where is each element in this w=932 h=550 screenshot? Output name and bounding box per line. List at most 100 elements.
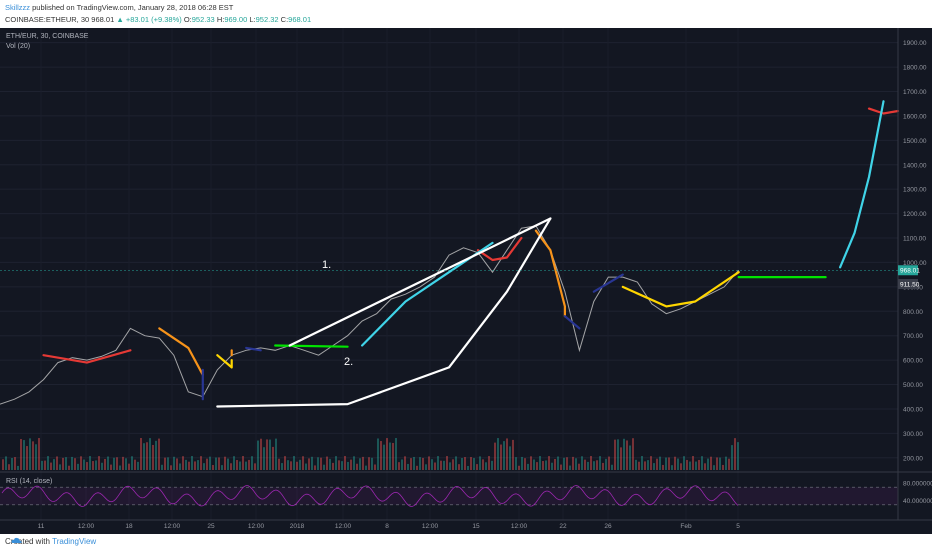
time-tick-label: 18: [125, 523, 133, 530]
volume-bar: [614, 439, 616, 470]
volume-bar: [134, 459, 136, 470]
price-tick-label: 1000.00: [903, 260, 927, 267]
volume-bar: [623, 438, 625, 470]
last-price-label-bg: [898, 265, 918, 276]
low-value: 952.32: [255, 15, 279, 24]
volume-bar: [251, 456, 253, 470]
price-tick-label: 1400.00: [903, 162, 927, 169]
volume-bar: [83, 459, 85, 470]
volume-bar: [491, 460, 493, 470]
volume-bar: [665, 457, 667, 470]
volume-bar: [536, 462, 538, 470]
tradingview-cloud-icon: [11, 537, 22, 543]
volume-bar: [71, 456, 73, 470]
volume-bar: [155, 440, 157, 470]
drawing-yellow: [216, 354, 233, 369]
volume-bar: [317, 457, 319, 470]
symbol-label: COINBASE:ETHEUR, 30: [5, 15, 90, 24]
volume-bar: [410, 458, 412, 470]
volume-bar: [506, 438, 508, 470]
volume-bar: [482, 459, 484, 470]
volume-bar: [107, 456, 109, 470]
volume-bar: [233, 456, 235, 470]
volume-bar: [527, 463, 529, 470]
volume-bar: [191, 456, 193, 470]
volume-bar: [272, 446, 274, 470]
volume-bar: [683, 456, 685, 470]
volume-bar: [422, 457, 424, 470]
created-with: Created with TradingView: [5, 537, 96, 546]
volume-bar: [80, 456, 82, 470]
price-axis[interactable]: 200.00 300.00 400.00 500.00 600.00 700.00 800.…: [0, 28, 927, 520]
volume-bar: [41, 460, 43, 470]
volume-bar: [656, 458, 658, 470]
volume-bar: [35, 444, 37, 470]
published-text: published on TradingView.com, January 28…: [32, 3, 234, 12]
volume-bar: [284, 456, 286, 470]
volume-bar: [293, 456, 295, 470]
volume-bar: [53, 459, 55, 470]
volume-bar: [698, 459, 700, 470]
volume-bar: [335, 456, 337, 470]
price-tick-label: 1800.00: [903, 65, 927, 72]
price-chart-svg[interactable]: 80.000000 40.000000 200.00 300.00 400.00 500…: [0, 28, 932, 534]
volume-bar: [563, 457, 565, 470]
volume-bar: [578, 463, 580, 470]
volume-bar: [680, 463, 682, 470]
volume-bar: [413, 456, 415, 470]
volume-bar: [29, 438, 31, 470]
author-link[interactable]: Skillzzz: [5, 3, 31, 12]
volume-bar: [446, 456, 448, 470]
volume-bar: [221, 465, 223, 470]
volume-bar: [722, 464, 724, 470]
volume-bar: [716, 457, 718, 470]
chart-title: ETH/EUR, 30, COINBASE: [6, 33, 89, 40]
chart-panel[interactable]: 80.000000 40.000000 200.00 300.00 400.00 500…: [0, 28, 932, 534]
volume-bar: [704, 463, 706, 470]
volume-bar: [74, 458, 76, 470]
volume-bar: [98, 456, 100, 470]
tradingview-brand[interactable]: TradingView: [52, 537, 97, 546]
volume-bar: [713, 465, 715, 470]
volume-bar: [200, 456, 202, 470]
volume-bar: [32, 441, 34, 470]
volume-bar: [305, 463, 307, 470]
price-tick-label: 200.00: [903, 455, 923, 462]
drawing-orange: [158, 327, 204, 376]
volume-bar: [617, 439, 619, 470]
drawing-white: [216, 217, 552, 408]
volume-bar: [383, 444, 385, 470]
volume-bar: [275, 438, 277, 470]
volume-bar: [632, 438, 634, 470]
drawings-group: [42, 100, 900, 408]
volume-bar: [518, 465, 520, 470]
volume-bar: [659, 456, 661, 470]
volume-bar: [170, 465, 172, 470]
volume-bar: [263, 447, 265, 470]
volume-bar: [707, 458, 709, 470]
volume-bar: [647, 460, 649, 470]
volume-bar: [644, 461, 646, 470]
volume-bar: [257, 440, 259, 470]
volume-bar: [254, 463, 256, 470]
volume-bar: [167, 457, 169, 470]
volume-bar: [62, 457, 64, 470]
volume-bar: [677, 458, 679, 470]
volume-bar: [404, 456, 406, 470]
volume-bar: [560, 464, 562, 470]
change-arrow-icon: ▲: [116, 15, 124, 24]
volume-bar: [116, 457, 118, 470]
time-tick-label: 25: [207, 523, 215, 530]
volume-bar: [218, 457, 220, 470]
volume-bar: [539, 456, 541, 470]
volume-bar: [398, 462, 400, 470]
volume-bar: [674, 456, 676, 470]
volume-bar: [242, 456, 244, 470]
volume-bar: [281, 463, 283, 470]
volume-bar: [449, 462, 451, 470]
volume-bar: [164, 457, 166, 470]
volume-bar: [122, 456, 124, 470]
volume-bar: [230, 463, 232, 470]
volume-bar: [149, 438, 151, 470]
time-axis[interactable]: 11 12:00 18 12:00 25 12:00 2018 12:00 8 12:00 15 12…: [0, 519, 932, 530]
